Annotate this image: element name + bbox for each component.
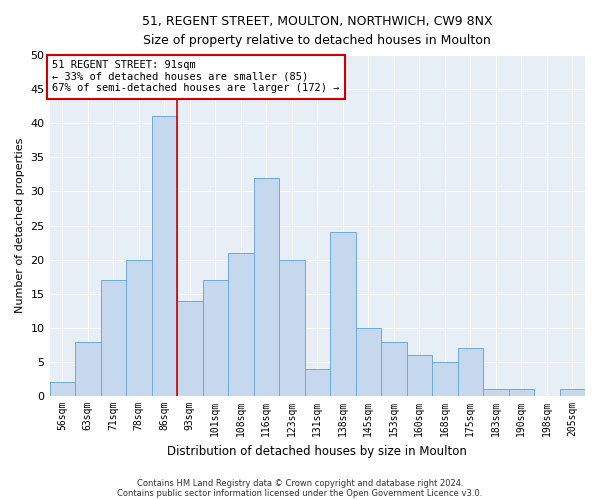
Y-axis label: Number of detached properties: Number of detached properties — [15, 138, 25, 314]
Bar — [432, 362, 458, 396]
Bar — [279, 260, 305, 396]
Bar — [228, 253, 254, 396]
Bar — [50, 382, 75, 396]
Bar — [254, 178, 279, 396]
Text: Contains public sector information licensed under the Open Government Licence v3: Contains public sector information licen… — [118, 488, 482, 498]
Bar — [126, 260, 152, 396]
Bar — [381, 342, 407, 396]
Text: Contains HM Land Registry data © Crown copyright and database right 2024.: Contains HM Land Registry data © Crown c… — [137, 478, 463, 488]
Bar — [560, 389, 585, 396]
Bar — [305, 369, 330, 396]
Bar — [101, 280, 126, 396]
Text: 51 REGENT STREET: 91sqm
← 33% of detached houses are smaller (85)
67% of semi-de: 51 REGENT STREET: 91sqm ← 33% of detache… — [52, 60, 340, 94]
Bar — [509, 389, 534, 396]
Bar — [407, 355, 432, 396]
Bar — [330, 232, 356, 396]
Bar — [177, 300, 203, 396]
Bar — [458, 348, 483, 396]
Bar — [75, 342, 101, 396]
X-axis label: Distribution of detached houses by size in Moulton: Distribution of detached houses by size … — [167, 444, 467, 458]
Bar — [356, 328, 381, 396]
Bar — [483, 389, 509, 396]
Bar — [152, 116, 177, 396]
Bar — [203, 280, 228, 396]
Title: 51, REGENT STREET, MOULTON, NORTHWICH, CW9 8NX
Size of property relative to deta: 51, REGENT STREET, MOULTON, NORTHWICH, C… — [142, 15, 493, 47]
